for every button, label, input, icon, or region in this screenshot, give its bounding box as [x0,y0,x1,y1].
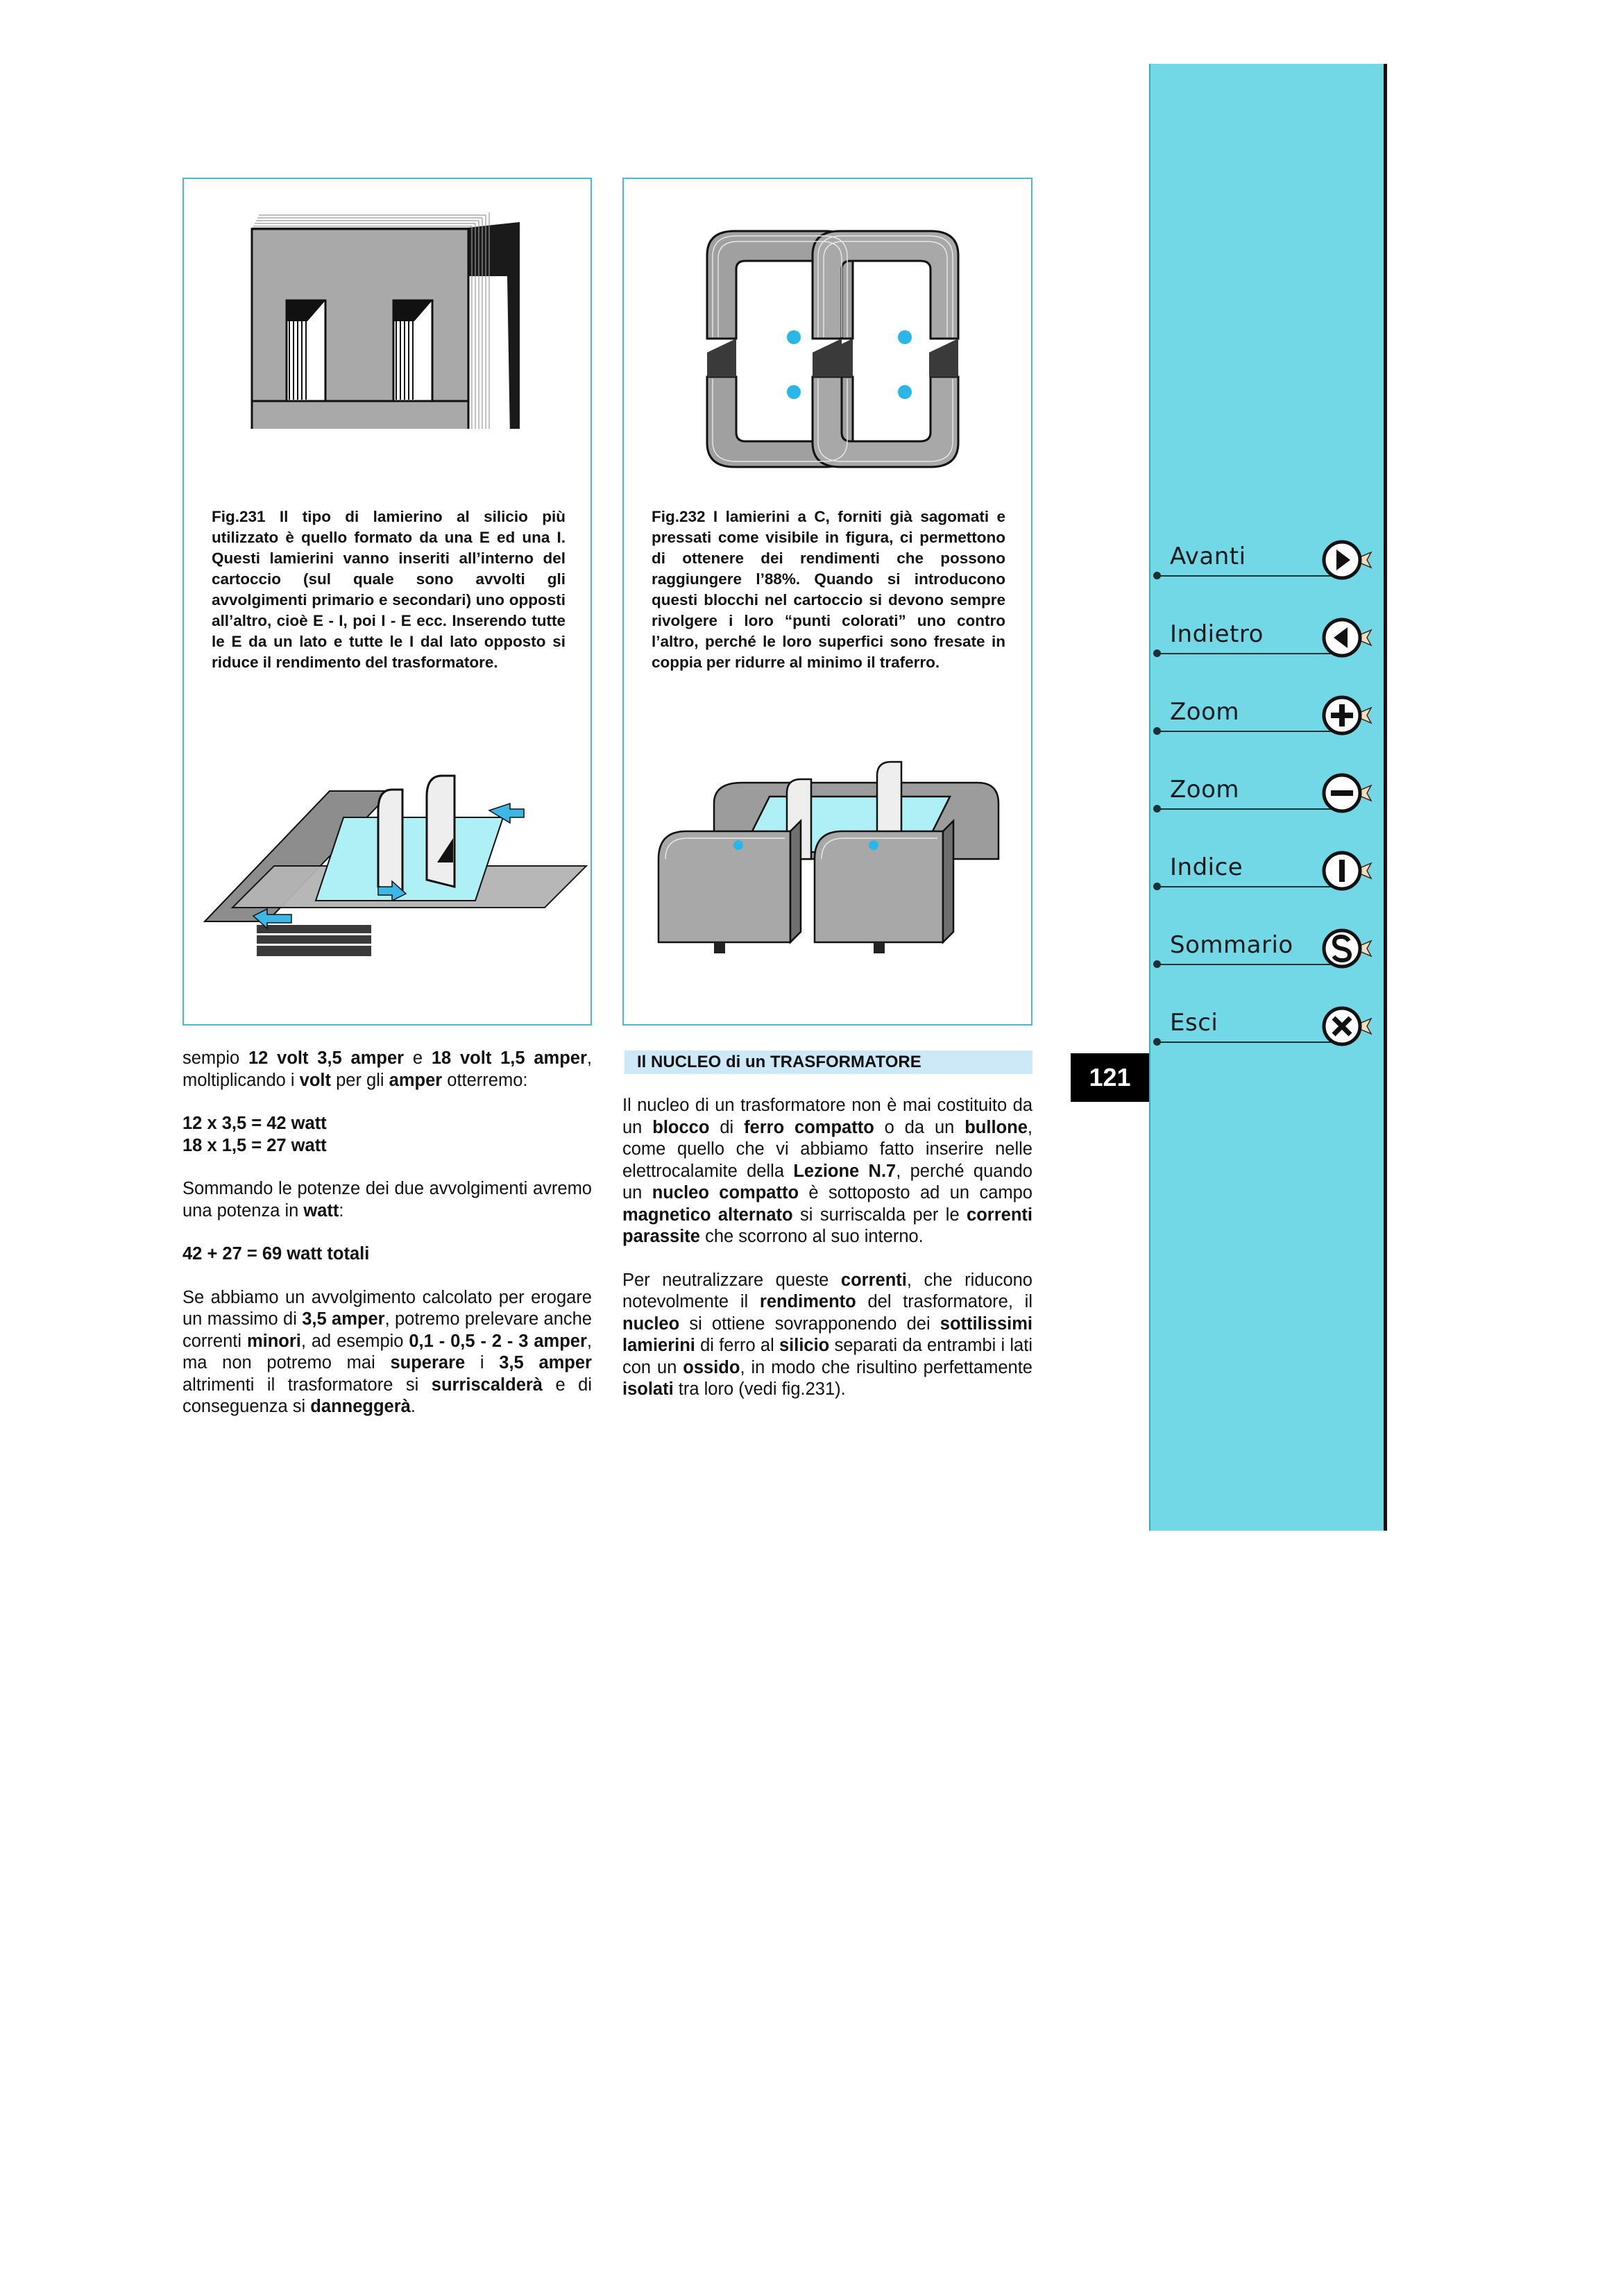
nav-esci-label: Esci [1170,1009,1218,1037]
nav-bullet [1153,960,1161,968]
colored-point [898,330,912,344]
nav-indietro-label: Indietro [1170,620,1264,648]
close-icon[interactable] [1318,1002,1374,1051]
arrow-right-icon[interactable] [1318,536,1374,584]
figure-231-panel: Fig.231 Il tipo di lamierino al silicio … [182,178,592,1026]
nav-bullet [1153,727,1161,735]
ei-lamination-insertion-illustration [203,774,588,956]
nav-zoom-in-label: Zoom [1170,698,1240,726]
colored-point [787,330,801,344]
nav-underline [1157,964,1334,965]
figure-232-caption: Fig.232 I lamierini a C, forniti già sag… [652,508,1005,671]
c-core-assembly-illustration [657,760,1000,953]
arrow-left-icon[interactable] [1318,613,1374,662]
figure-232-panel: Fig.232 I lamierini a C, forniti già sag… [622,178,1033,1026]
nav-underline [1157,653,1334,654]
minus-icon[interactable] [1318,769,1374,817]
c-core-illustration [706,230,960,468]
colored-point [787,385,801,399]
nav-underline [1157,575,1334,577]
nav-underline [1157,808,1334,810]
nav-indietro-button[interactable]: Indietro [1153,613,1386,669]
colored-point [898,385,912,399]
figure-231-caption: Fig.231 Il tipo di lamierino al silicio … [212,508,566,671]
nav-sommario-button[interactable]: Sommario [1153,924,1386,980]
nav-indice-button[interactable]: Indice [1153,847,1386,902]
nav-indice-label: Indice [1170,853,1243,881]
page-number: 121 [1071,1053,1149,1102]
nav-zoom-in-button[interactable]: Zoom [1153,691,1386,747]
ei-core-illustration [250,212,520,429]
nav-bullet [1153,883,1161,890]
section-title: Il NUCLEO di un TRASFORMATORE [624,1051,1033,1074]
nav-underline [1157,1041,1334,1043]
right-column-text: Il nucleo di un trasformatore non è mai … [622,1096,1033,1399]
nav-bullet [1153,572,1161,579]
sidebar-border [1149,64,1150,1531]
nav-bullet [1153,1038,1161,1046]
nav-sommario-label: Sommario [1170,931,1293,959]
nav-avanti-label: Avanti [1170,543,1246,570]
summary-icon[interactable] [1318,924,1374,973]
left-column-text: sempio 12 volt 3,5 amper e 18 volt 1,5 a… [182,1048,592,1416]
sidebar-edge [1384,64,1387,1531]
nav-bullet [1153,649,1161,657]
index-icon[interactable] [1318,847,1374,895]
nav-zoom-out-button[interactable]: Zoom [1153,769,1386,824]
plus-icon[interactable] [1318,691,1374,740]
nav-underline [1157,886,1334,887]
nav-avanti-button[interactable]: Avanti [1153,536,1386,591]
nav-bullet [1153,805,1161,813]
nav-esci-button[interactable]: Esci [1153,1002,1386,1057]
nav-underline [1157,731,1334,732]
nav-zoom-out-label: Zoom [1170,776,1240,803]
